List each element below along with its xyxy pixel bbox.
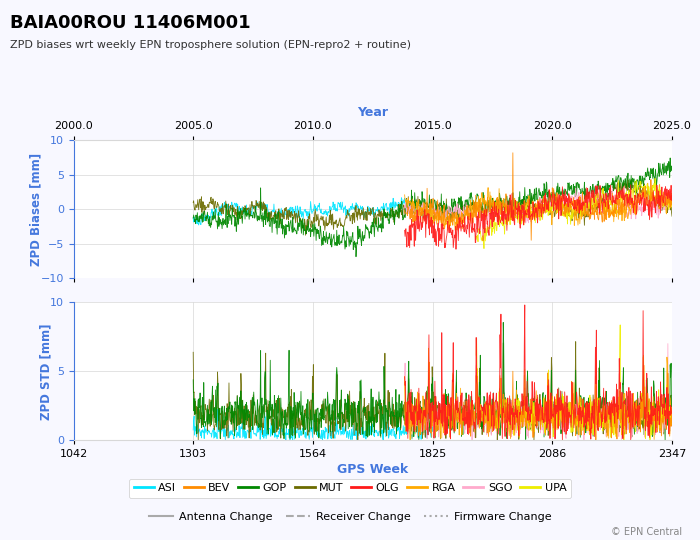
Text: ZPD biases wrt weekly EPN troposphere solution (EPN-repro2 + routine): ZPD biases wrt weekly EPN troposphere so… xyxy=(10,40,412,51)
Text: © EPN Central: © EPN Central xyxy=(611,527,682,537)
Legend: ASI, BEV, GOP, MUT, OLG, RGA, SGO, UPA: ASI, BEV, GOP, MUT, OLG, RGA, SGO, UPA xyxy=(130,479,570,498)
Y-axis label: ZPD STD [mm]: ZPD STD [mm] xyxy=(39,323,52,420)
Legend: Antenna Change, Receiver Change, Firmware Change: Antenna Change, Receiver Change, Firmwar… xyxy=(144,508,556,526)
Text: BAIA00ROU 11406M001: BAIA00ROU 11406M001 xyxy=(10,14,251,31)
X-axis label: GPS Week: GPS Week xyxy=(337,463,408,476)
Y-axis label: ZPD Biases [mm]: ZPD Biases [mm] xyxy=(29,153,43,266)
X-axis label: Year: Year xyxy=(357,106,388,119)
